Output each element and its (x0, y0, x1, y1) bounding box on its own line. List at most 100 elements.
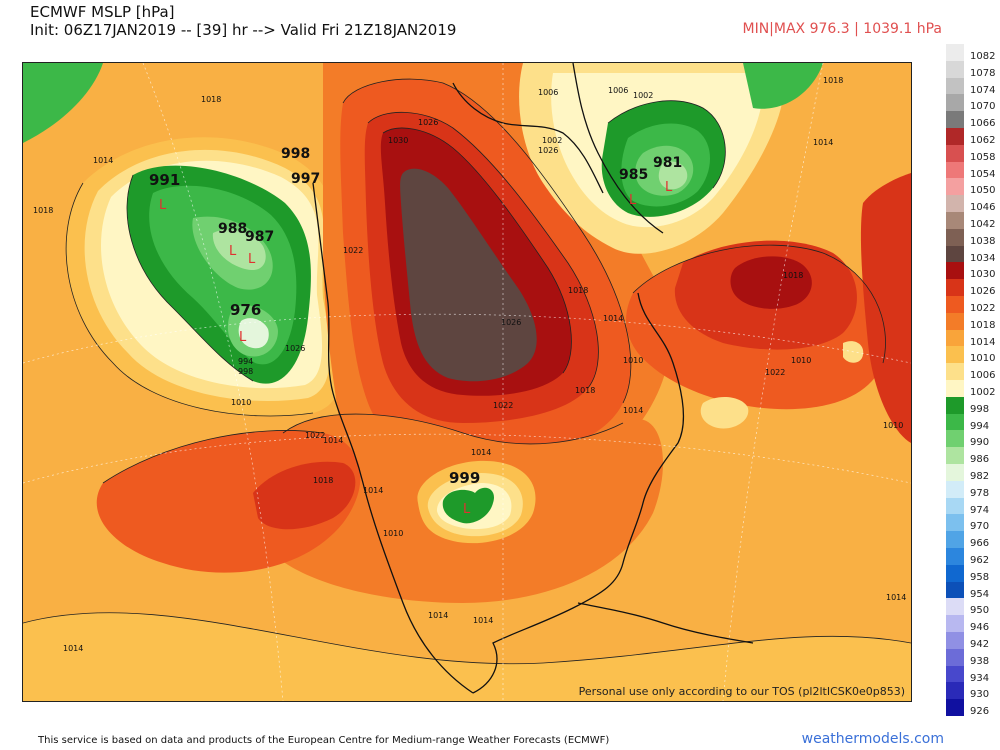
legend-swatch (946, 548, 964, 565)
legend-item: 978 (944, 480, 1000, 499)
legend-item: 950 (944, 598, 1000, 616)
legend-item: 942 (944, 632, 1000, 650)
legend-swatch (946, 363, 964, 380)
legend-label: 1054 (970, 168, 996, 180)
legend-label: 1058 (970, 151, 996, 163)
legend-item: 1074 (944, 77, 1000, 96)
isobar-band-1010-south (23, 612, 911, 701)
isobar-lines (23, 78, 911, 665)
legend-item: 966 (944, 531, 1000, 550)
low-998-plains (442, 487, 494, 524)
legend-item: 970 (944, 514, 1000, 532)
legend-label: 998 (970, 403, 990, 415)
isobar-label: 1014 (363, 486, 383, 495)
legend-swatch (946, 128, 964, 145)
isobar-label: 1010 (231, 398, 251, 407)
legend-label: 954 (970, 588, 990, 600)
center-value-998: 998 (281, 146, 310, 162)
legend-swatch (946, 228, 964, 246)
legend-swatch (946, 632, 964, 649)
tos-notice: Personal use only according to our TOS (… (579, 685, 905, 698)
isobar-label: 998 (238, 367, 253, 376)
legend-label: 1078 (970, 67, 996, 79)
legend-label: 1046 (970, 202, 996, 214)
legend-swatch (946, 44, 964, 61)
legend-item: 998 (944, 396, 1000, 415)
legend-label: 1042 (970, 219, 996, 230)
legend-swatch (946, 212, 964, 229)
legend-item: 1042 (944, 212, 1000, 230)
legend-swatch (946, 531, 964, 548)
legend-item: 1034 (944, 245, 1000, 264)
legend-item: 986 (944, 447, 1000, 465)
legend-swatch (946, 598, 964, 616)
brand-link[interactable]: weathermodels.com (801, 731, 944, 747)
map-canvas: 991 L 988 L 987 L 976 L 998 997 985 L 98… (23, 63, 911, 701)
legend-item: 938 (944, 648, 1000, 667)
legend-label: 1026 (970, 286, 996, 298)
legend-swatch (946, 665, 964, 683)
isobar-label: 1022 (305, 431, 325, 440)
legend-label: 978 (970, 487, 990, 499)
isobar-label: 1022 (493, 401, 513, 410)
isobar-label: 1018 (568, 286, 588, 295)
legend-label: 966 (970, 538, 990, 550)
legend-label: 1074 (970, 84, 996, 96)
footer-disclaimer: This service is based on data and produc… (38, 735, 610, 746)
low-982-south (238, 318, 269, 349)
isobar-label: 1010 (883, 421, 903, 430)
low-marker-985: L (629, 193, 637, 208)
isobar-label: 1014 (323, 436, 343, 445)
center-value-985: 985 (619, 167, 648, 183)
legend-label: 1082 (970, 51, 996, 62)
isobar-label: 1018 (823, 76, 843, 85)
isobar-label: 994 (238, 357, 253, 366)
legend-label: 982 (970, 471, 990, 482)
legend-swatch (946, 413, 964, 431)
center-value-991: 991 (149, 171, 180, 189)
isobar-label: 1014 (886, 593, 906, 602)
legend-swatch (946, 615, 964, 632)
center-value-987: 987 (245, 229, 274, 245)
legend-swatch (946, 161, 964, 179)
legend-label: 1002 (970, 387, 996, 398)
legend-item: 930 (944, 682, 1000, 700)
low-nw-corner (23, 63, 103, 143)
legend-item: 1014 (944, 329, 1000, 348)
legend-label: 942 (970, 639, 990, 650)
legend-swatch (946, 396, 964, 414)
legend-swatch (946, 581, 964, 599)
legend-swatch (946, 648, 964, 666)
legend-item: 1054 (944, 161, 1000, 180)
coastline-arctic (452, 82, 604, 194)
isobar-band-1026-east (860, 173, 911, 443)
low-marker-976: L (239, 330, 247, 345)
low-marker-991: L (159, 198, 167, 213)
legend-item: 954 (944, 581, 1000, 600)
isobar-label: 1002 (633, 91, 653, 100)
legend-label: 1018 (970, 319, 996, 331)
isobar-label: 1010 (623, 356, 643, 365)
center-value-997: 997 (291, 171, 320, 187)
legend-label: 1038 (970, 235, 996, 247)
isobar-label: 1030 (388, 136, 408, 145)
isobar-label: 1022 (343, 246, 363, 255)
legend-item: 974 (944, 497, 1000, 516)
isobar-label: 1026 (501, 318, 521, 327)
low-marker-988: L (229, 244, 237, 259)
high-1034-core (400, 168, 537, 382)
legend-item: 1082 (944, 44, 1000, 62)
isobar-label: 1014 (473, 616, 493, 625)
mslp-map[interactable]: 991 L 988 L 987 L 976 L 998 997 985 L 98… (22, 62, 912, 702)
low-marker-987: L (248, 252, 256, 267)
isobar-label: 1018 (783, 271, 803, 280)
isobar-label: 1006 (538, 88, 558, 97)
isobar-patch-1010-atlantic (700, 396, 749, 429)
legend-swatch (946, 60, 964, 78)
legend-item: 994 (944, 413, 1000, 432)
isobar-label: 1014 (623, 406, 643, 415)
legend-swatch (946, 564, 964, 582)
legend-label: 1066 (970, 118, 996, 130)
legend-swatch (946, 262, 964, 280)
center-value-988: 988 (218, 221, 247, 237)
